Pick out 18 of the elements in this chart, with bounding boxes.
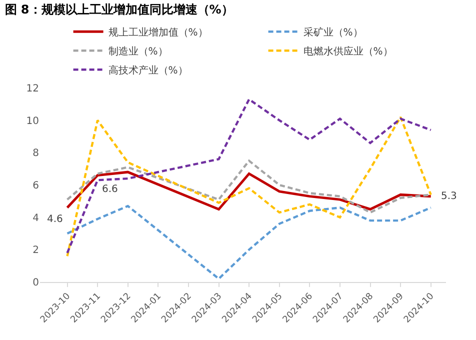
data-label: 4.6 <box>47 214 63 225</box>
legend-label: 采矿业（%） <box>303 26 363 39</box>
line-series <box>66 204 432 280</box>
data-label: 6.6 <box>102 184 118 195</box>
y-tick-label: 10 <box>26 116 39 127</box>
legend-label: 制造业（%） <box>108 46 168 58</box>
line-series <box>66 170 432 210</box>
y-tick-label: 2 <box>32 245 39 256</box>
y-tick-label: 4 <box>32 212 39 224</box>
y-tick-label: 12 <box>26 84 39 94</box>
legend-label: 电燃水供应业（%） <box>303 46 393 58</box>
y-tick-label: 8 <box>32 148 39 160</box>
y-tick-label: 6 <box>32 180 39 192</box>
legend-label: 规上工业增加值（%） <box>108 26 208 39</box>
legend-label: 高技术产业（%） <box>108 64 188 77</box>
y-tick-label: 0 <box>32 278 39 288</box>
data-label: 5.3 <box>441 191 457 202</box>
chart-title: 图 8：规模以上工业增加值同比增速（%） <box>4 2 234 16</box>
